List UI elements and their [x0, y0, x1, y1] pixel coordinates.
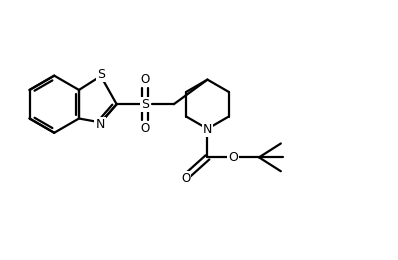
Text: N: N	[95, 118, 105, 131]
Text: S: S	[141, 98, 149, 111]
Text: O: O	[140, 122, 150, 135]
Text: O: O	[140, 73, 150, 86]
Text: O: O	[181, 172, 190, 185]
Text: O: O	[228, 151, 238, 164]
Text: S: S	[97, 68, 105, 81]
Text: N: N	[203, 123, 212, 136]
